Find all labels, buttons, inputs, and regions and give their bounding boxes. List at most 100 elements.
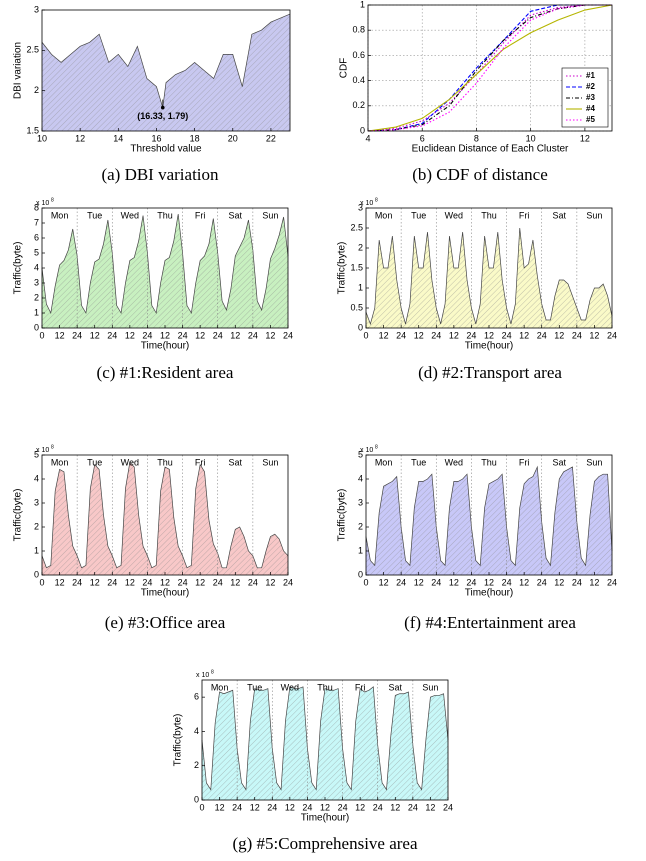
x-tick-label: 12 — [484, 577, 494, 587]
y-tick-label: 2 — [34, 521, 39, 531]
x-tick-label: 12 — [554, 577, 564, 587]
y-tick-label: 6 — [34, 232, 39, 242]
legend-label: #4 — [586, 104, 595, 113]
x-tick-label: 12 — [355, 802, 365, 812]
x-tick-label: 24 — [248, 577, 258, 587]
x-tick-label: 12 — [90, 577, 100, 587]
x-tick-label: 12 — [195, 577, 205, 587]
x-tick-label: 16 — [151, 133, 161, 143]
caption: (g) #5:Comprehensive area — [232, 834, 417, 853]
x-tick-label: 24 — [248, 330, 258, 340]
y-tick-label: 4 — [34, 473, 39, 483]
y-tick-label: 4 — [194, 726, 199, 736]
area-hatch — [42, 462, 288, 575]
y-tick-label: 5 — [34, 449, 39, 459]
day-label: Sat — [229, 210, 243, 220]
y-tick-label: 0.4 — [352, 75, 365, 85]
y-tick-label: 6 — [194, 692, 199, 702]
y-tick-label: 3 — [358, 202, 363, 212]
area-hatch — [366, 228, 612, 328]
x-axis-label: Time(hour) — [141, 341, 190, 352]
x-tick-label: 24 — [431, 577, 441, 587]
day-label: Sun — [422, 682, 438, 692]
x-tick-label: 24 — [213, 330, 223, 340]
day-label: Sat — [553, 457, 567, 467]
x-axis-label: Euclidean Distance of Each Cluster — [412, 144, 569, 155]
day-label: Mon — [51, 210, 69, 220]
x-tick-label: 24 — [72, 330, 82, 340]
x-tick-label: 12 — [230, 577, 240, 587]
area-hatch — [202, 686, 448, 800]
day-label: Mon — [375, 210, 393, 220]
day-label: Thu — [481, 457, 497, 467]
y-tick-label: 1 — [360, 0, 365, 9]
y-tick-label: 1 — [34, 307, 39, 317]
x-tick-label: 24 — [107, 577, 117, 587]
x-tick-label: 24 — [443, 802, 453, 812]
x-tick-label: 24 — [142, 330, 152, 340]
day-label: Mon — [211, 682, 229, 692]
y-tick-label: 0.5 — [350, 302, 363, 312]
x-tick-label: 24 — [502, 577, 512, 587]
x-tick-label: 24 — [373, 802, 383, 812]
x-tick-label: 12 — [554, 330, 564, 340]
x-tick-label: 12 — [589, 330, 599, 340]
area-line — [41, 213, 289, 315]
x-tick-label: 0 — [39, 577, 44, 587]
x-tick-label: 24 — [502, 330, 512, 340]
day-label: Sat — [553, 210, 567, 220]
day-label: Wed — [281, 682, 299, 692]
plot-frame — [41, 9, 291, 132]
day-label: Thu — [317, 682, 333, 692]
x-tick-label: 24 — [267, 802, 277, 812]
area-line — [41, 461, 289, 569]
legend-box — [561, 67, 609, 128]
y-tick-label: 7 — [34, 217, 39, 227]
x-tick-label: 24 — [572, 330, 582, 340]
y-multiplier: x 10 — [196, 672, 209, 679]
x-tick-label: 20 — [228, 133, 238, 143]
x-tick-label: 24 — [431, 330, 441, 340]
x-tick-label: 24 — [338, 802, 348, 812]
plot-frame — [367, 4, 613, 132]
y-axis-label: Traffic(byte) — [337, 489, 348, 542]
cdf-line — [367, 4, 613, 132]
x-tick-label: 24 — [466, 577, 476, 587]
x-tick-label: 12 — [230, 330, 240, 340]
y-tick-label: 2 — [34, 292, 39, 302]
x-tick-label: 24 — [302, 802, 312, 812]
y-multiplier-exponent: 8 — [375, 197, 378, 203]
x-tick-label: 14 — [113, 133, 123, 143]
x-tick-label: 24 — [607, 577, 617, 587]
x-axis-label: Threshold value — [130, 144, 202, 155]
day-label: Fri — [195, 210, 206, 220]
y-multiplier: x 10 — [36, 447, 49, 454]
x-tick-label: 12 — [484, 330, 494, 340]
day-label: Sun — [586, 457, 602, 467]
area-line — [365, 227, 613, 326]
panel: 4 6 8 10 12 0 0.2 0.4 0.6 0.8 1 Euclidean Distance … — [339, 0, 613, 184]
y-tick-label: 0 — [358, 322, 363, 332]
y-tick-label: 1 — [358, 545, 363, 555]
area-hatch — [366, 467, 612, 575]
day-label: Fri — [195, 457, 206, 467]
y-tick-label: 2 — [358, 242, 363, 252]
x-tick-label: 12 — [265, 330, 275, 340]
x-tick-label: 10 — [37, 133, 47, 143]
x-tick-label: 12 — [589, 577, 599, 587]
x-tick-label: 12 — [125, 330, 135, 340]
area-line — [41, 13, 291, 108]
x-tick-label: 12 — [519, 577, 529, 587]
x-tick-label: 24 — [537, 330, 547, 340]
area-hatch — [42, 14, 290, 132]
day-label: Thu — [157, 457, 173, 467]
y-axis-label: CDF — [339, 58, 350, 79]
legend-label: #3 — [586, 93, 595, 102]
x-tick-label: 12 — [195, 330, 205, 340]
x-tick-label: 24 — [232, 802, 242, 812]
area-hatch — [42, 214, 288, 328]
y-axis-label: Traffic(byte) — [173, 714, 184, 767]
day-label: Fri — [519, 210, 530, 220]
